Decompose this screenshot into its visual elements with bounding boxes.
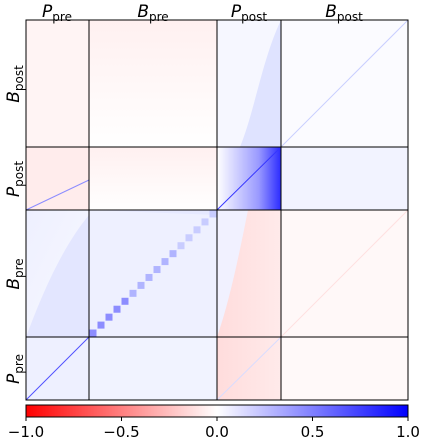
cell-bpre-ppost-curve [217, 210, 248, 337]
diag-bpre-bpost [280, 209, 409, 338]
cell-bpost-ppre [26, 20, 89, 147]
column-labels: Ppre Bpre Ppost Bpost [42, 2, 363, 24]
row-label-bpost: Bpost [4, 65, 26, 103]
staircase-step [185, 234, 193, 242]
cell-bpre-ppre-curve [26, 215, 89, 337]
staircase-step [145, 273, 153, 281]
colorbar-ticks: −1.0 −0.5 0.0 0.5 1.0 [8, 417, 420, 441]
colorbar-tick-label: 1.0 [396, 423, 420, 441]
colorbar-tick-label: 0.5 [301, 423, 325, 441]
colorbar: −1.0 −0.5 0.0 0.5 1.0 [8, 404, 420, 441]
col-label-bpost: Bpost [325, 2, 363, 24]
cell-ppost-bpost [281, 147, 408, 210]
diag-ppost-ppre [25, 179, 90, 211]
row-label-bpre: Bpre [4, 258, 26, 289]
cell-ppre-bpre [89, 337, 217, 400]
colorbar-gradient [25, 404, 409, 418]
cell-ppost-bpre [89, 147, 217, 210]
heatmap [25, 19, 409, 401]
staircase-step [193, 226, 201, 234]
cell-bpost-bpre [89, 20, 217, 147]
staircase-step [97, 321, 105, 329]
staircase-step [153, 266, 161, 274]
diag-ppre-ppost [216, 336, 282, 401]
heatmap-frame [25, 19, 409, 401]
staircase-step [161, 258, 169, 266]
row-label-ppost: Ppost [4, 161, 26, 197]
diag-ppost-ppost [216, 146, 282, 211]
col-label-ppost: Ppost [231, 2, 267, 24]
staircase-step [137, 281, 145, 289]
bpre-bpre-staircase [89, 210, 217, 337]
cell-ppre-bpost [281, 337, 408, 400]
staircase-step [209, 210, 217, 218]
row-label-ppre: Ppre [4, 354, 26, 384]
cell-bpre-bpre-upper [89, 210, 217, 215]
staircase-step [169, 250, 177, 258]
cell-ppost-ppre [26, 147, 89, 210]
diag-bpost-bpost [280, 19, 409, 148]
col-label-bpre: Bpre [137, 2, 168, 24]
col-label-ppre: Ppre [42, 2, 72, 24]
row-labels: Bpost Ppost Bpre Ppre [4, 65, 26, 384]
colorbar-tick-label: 0.0 [205, 423, 229, 441]
cell-bpost-ppost-curve [240, 20, 281, 147]
staircase-step [129, 289, 137, 297]
staircase-step [89, 329, 97, 337]
staircase-step [201, 218, 209, 226]
colorbar-tick-label: −0.5 [103, 423, 139, 441]
colorbar-tick-label: −1.0 [8, 423, 44, 441]
staircase-step [177, 242, 185, 250]
staircase-step [121, 297, 129, 305]
diag-ppre-ppre [25, 336, 90, 401]
staircase-step [113, 305, 121, 313]
staircase-step [105, 313, 113, 321]
